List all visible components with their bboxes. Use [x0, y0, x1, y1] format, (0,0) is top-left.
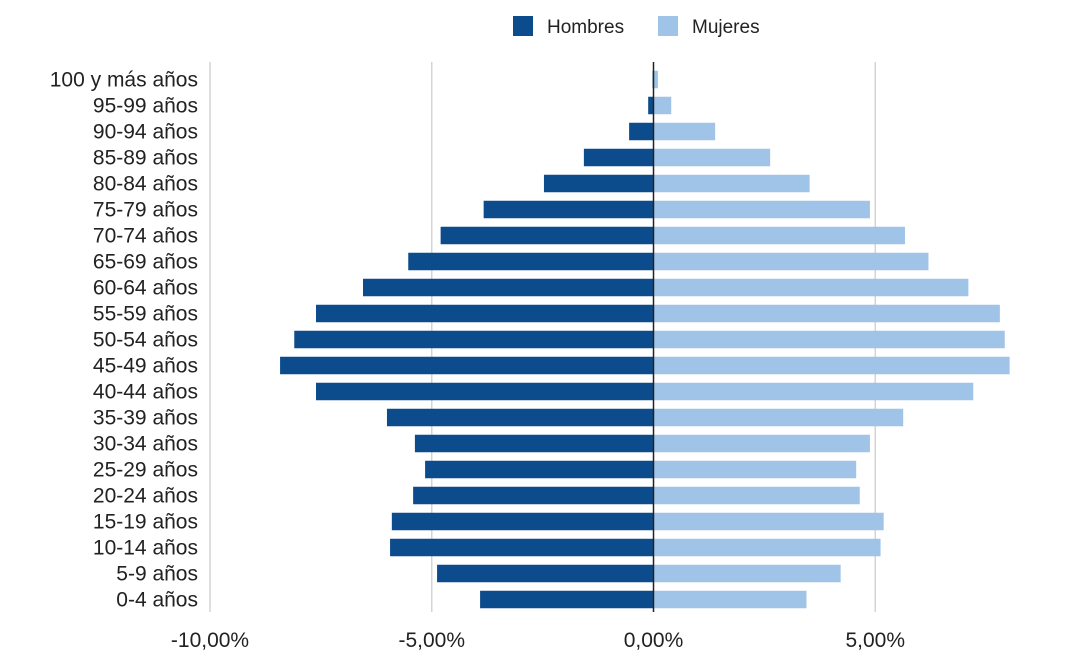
- bar-mujeres-2: [653, 122, 716, 141]
- category-label: 10-14 años: [93, 537, 198, 560]
- bar-hombres-16: [413, 486, 654, 505]
- bar-mujeres-19: [653, 564, 841, 583]
- bar-mujeres-15: [653, 460, 857, 479]
- legend-swatch-mujeres: [658, 16, 678, 36]
- bar-hombres-15: [425, 460, 654, 479]
- bar-hombres-11: [280, 356, 654, 375]
- bar-mujeres-6: [653, 226, 905, 245]
- category-label: 100 y más años: [50, 69, 198, 92]
- bar-mujeres-5: [653, 200, 870, 219]
- legend-label-mujeres: Mujeres: [692, 17, 760, 38]
- category-label: 20-24 años: [93, 485, 198, 508]
- bar-hombres-9: [315, 304, 654, 323]
- bar-hombres-6: [440, 226, 654, 245]
- bar-mujeres-17: [653, 512, 884, 531]
- bar-mujeres-11: [653, 356, 1010, 375]
- bar-mujeres-14: [653, 434, 870, 453]
- category-label: 0-4 años: [116, 589, 198, 612]
- category-label: 40-44 años: [93, 381, 198, 404]
- category-label: 80-84 años: [93, 173, 198, 196]
- bar-hombres-8: [363, 278, 654, 297]
- bar-mujeres-18: [653, 538, 881, 557]
- category-label: 30-34 años: [93, 433, 198, 456]
- legend-swatch-hombres: [513, 16, 533, 36]
- bar-hombres-12: [315, 382, 654, 401]
- bars: [280, 70, 1010, 609]
- bar-mujeres-16: [653, 486, 860, 505]
- category-labels: 100 y más años 95-99 años 90-94 años 85-89 …: [50, 69, 198, 612]
- bar-mujeres-12: [653, 382, 974, 401]
- bar-hombres-18: [390, 538, 654, 557]
- category-label: 85-89 años: [93, 147, 198, 170]
- x-tick-label: 5,00%: [845, 629, 905, 652]
- category-label: 60-64 años: [93, 277, 198, 300]
- x-tick-label: -5,00%: [398, 629, 465, 652]
- bar-mujeres-10: [653, 330, 1005, 349]
- bar-hombres-19: [437, 564, 654, 583]
- bar-hombres-2: [629, 122, 654, 141]
- category-label: 55-59 años: [93, 303, 198, 326]
- category-label: 90-94 años: [93, 121, 198, 144]
- category-label: 50-54 años: [93, 329, 198, 352]
- bar-hombres-7: [408, 252, 654, 271]
- bar-mujeres-0: [653, 70, 658, 89]
- category-label: 95-99 años: [93, 95, 198, 118]
- bar-hombres-14: [414, 434, 654, 453]
- bar-hombres-17: [391, 512, 654, 531]
- category-label: 70-74 años: [93, 225, 198, 248]
- legend: Hombres Mujeres: [513, 16, 760, 38]
- x-tick-label: -10,00%: [171, 629, 249, 652]
- bar-mujeres-9: [653, 304, 1000, 323]
- bar-mujeres-4: [653, 174, 810, 193]
- bar-hombres-1: [648, 96, 654, 115]
- bar-mujeres-13: [653, 408, 904, 427]
- bar-hombres-3: [583, 148, 654, 167]
- bar-hombres-5: [483, 200, 654, 219]
- category-label: 5-9 años: [116, 563, 198, 586]
- category-label: 15-19 años: [93, 511, 198, 534]
- bar-hombres-13: [386, 408, 654, 427]
- category-label: 65-69 años: [93, 251, 198, 274]
- category-label: 25-29 años: [93, 459, 198, 482]
- bar-mujeres-1: [653, 96, 672, 115]
- bar-hombres-4: [543, 174, 654, 193]
- category-label: 35-39 años: [93, 407, 198, 430]
- bar-mujeres-8: [653, 278, 969, 297]
- bar-mujeres-20: [653, 590, 807, 609]
- category-label: 45-49 años: [93, 355, 198, 378]
- bar-mujeres-3: [653, 148, 771, 167]
- x-tick-label: 0,00%: [624, 629, 684, 652]
- bar-hombres-20: [480, 590, 654, 609]
- bar-mujeres-7: [653, 252, 929, 271]
- legend-label-hombres: Hombres: [547, 17, 624, 38]
- category-label: 75-79 años: [93, 199, 198, 222]
- x-tick-labels: -10,00% -5,00% 0,00% 5,00%: [171, 629, 905, 652]
- bar-hombres-10: [294, 330, 654, 349]
